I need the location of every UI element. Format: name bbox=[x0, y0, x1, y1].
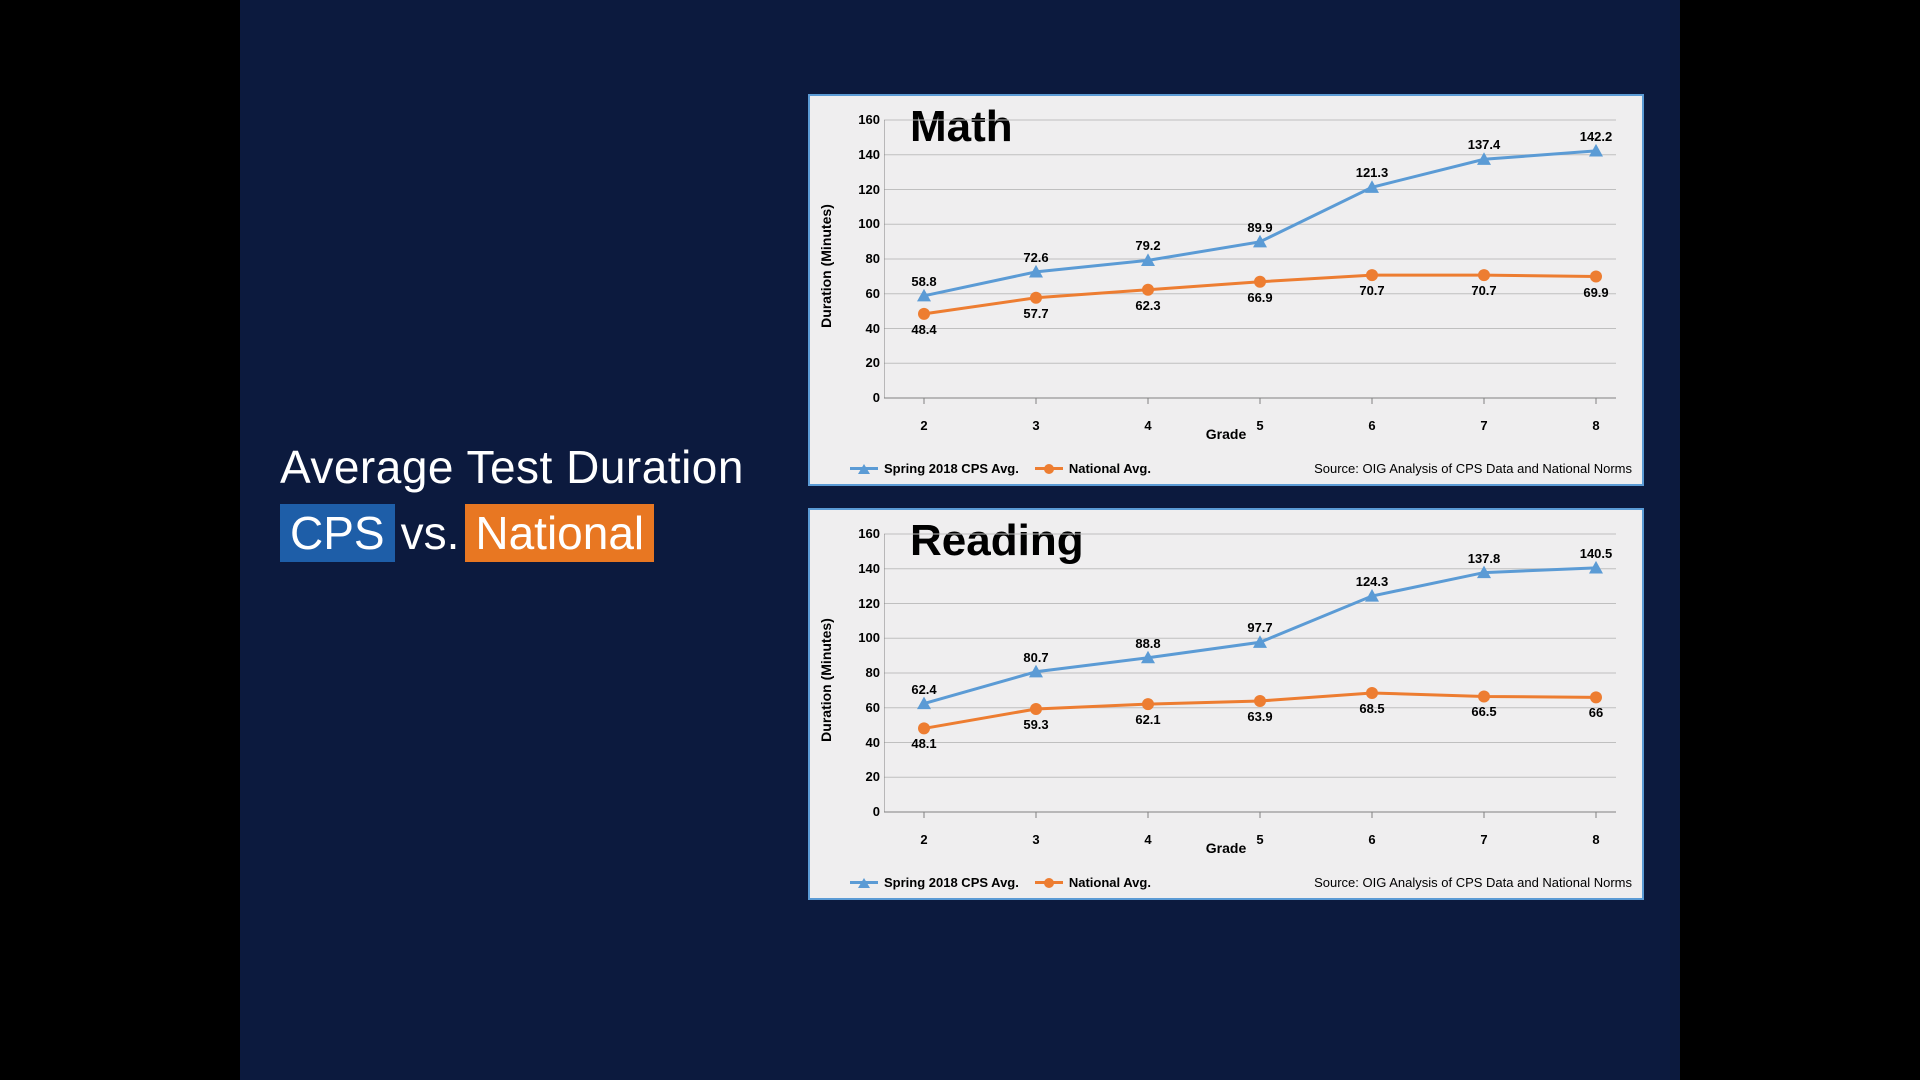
legend-national-reading: National Avg. bbox=[1035, 875, 1151, 890]
y-tick-label: 0 bbox=[840, 390, 880, 405]
chart-panel-reading: Reading Duration (Minutes) Grade Spring … bbox=[808, 508, 1644, 900]
y-tick-label: 140 bbox=[840, 561, 880, 576]
y-tick-label: 140 bbox=[840, 147, 880, 162]
y-tick-label: 100 bbox=[840, 630, 880, 645]
y-tick-label: 160 bbox=[840, 112, 880, 127]
data-label-cps: 79.2 bbox=[1135, 238, 1160, 253]
y-tick-label: 40 bbox=[840, 321, 880, 336]
x-tick-label: 2 bbox=[909, 832, 939, 847]
data-label-cps: 124.3 bbox=[1356, 574, 1389, 589]
data-label-cps: 58.8 bbox=[911, 274, 936, 289]
data-label-national: 57.7 bbox=[1023, 306, 1048, 321]
y-tick-label: 60 bbox=[840, 286, 880, 301]
y-tick-label: 40 bbox=[840, 735, 880, 750]
data-label-national: 70.7 bbox=[1471, 283, 1496, 298]
data-label-national: 48.4 bbox=[911, 322, 936, 337]
data-label-national: 63.9 bbox=[1247, 709, 1272, 724]
data-label-national: 66.5 bbox=[1471, 704, 1496, 719]
legend-row-reading: Spring 2018 CPS Avg. National Avg. Sourc… bbox=[850, 875, 1632, 890]
x-tick-label: 4 bbox=[1133, 418, 1163, 433]
title-line-1: Average Test Duration bbox=[280, 440, 744, 494]
legend-national-label: National Avg. bbox=[1069, 461, 1151, 476]
legend-cps-label: Spring 2018 CPS Avg. bbox=[884, 875, 1019, 890]
data-label-cps: 72.6 bbox=[1023, 250, 1048, 265]
y-axis-label-reading: Duration (Minutes) bbox=[818, 618, 834, 742]
x-tick-label: 8 bbox=[1581, 418, 1611, 433]
y-tick-label: 60 bbox=[840, 700, 880, 715]
data-label-cps: 137.8 bbox=[1468, 551, 1501, 566]
y-tick-label: 120 bbox=[840, 596, 880, 611]
title-line-2: CPSvs.National bbox=[280, 504, 744, 562]
y-tick-label: 0 bbox=[840, 804, 880, 819]
data-label-national: 66.9 bbox=[1247, 290, 1272, 305]
data-label-cps: 142.2 bbox=[1580, 129, 1613, 144]
data-label-national: 48.1 bbox=[911, 736, 936, 751]
data-label-cps: 97.7 bbox=[1247, 620, 1272, 635]
x-tick-label: 8 bbox=[1581, 832, 1611, 847]
plot-area-math bbox=[884, 114, 1626, 414]
data-label-cps: 137.4 bbox=[1468, 137, 1501, 152]
legend-cps-math: Spring 2018 CPS Avg. bbox=[850, 461, 1019, 476]
data-label-cps: 121.3 bbox=[1356, 165, 1389, 180]
x-tick-label: 5 bbox=[1245, 418, 1275, 433]
x-tick-label: 4 bbox=[1133, 832, 1163, 847]
source-text-math: Source: OIG Analysis of CPS Data and Nat… bbox=[1314, 461, 1632, 476]
data-label-national: 59.3 bbox=[1023, 717, 1048, 732]
legend-row-math: Spring 2018 CPS Avg. National Avg. Sourc… bbox=[850, 461, 1632, 476]
chart-panel-math: Math Duration (Minutes) Grade Spring 201… bbox=[808, 94, 1644, 486]
legend-national-swatch bbox=[1035, 881, 1063, 884]
data-label-cps: 80.7 bbox=[1023, 650, 1048, 665]
x-tick-label: 7 bbox=[1469, 832, 1499, 847]
x-tick-label: 3 bbox=[1021, 418, 1051, 433]
national-tag: National bbox=[465, 504, 654, 562]
data-label-national: 62.3 bbox=[1135, 298, 1160, 313]
x-tick-label: 7 bbox=[1469, 418, 1499, 433]
slide-title: Average Test Duration CPSvs.National bbox=[280, 440, 744, 562]
legend-national-math: National Avg. bbox=[1035, 461, 1151, 476]
plot-area-reading bbox=[884, 528, 1626, 828]
vs-text: vs. bbox=[401, 507, 460, 559]
x-tick-label: 6 bbox=[1357, 832, 1387, 847]
data-label-national: 69.9 bbox=[1583, 285, 1608, 300]
cps-tag: CPS bbox=[280, 504, 395, 562]
y-tick-label: 120 bbox=[840, 182, 880, 197]
y-tick-label: 100 bbox=[840, 216, 880, 231]
legend-national-swatch bbox=[1035, 467, 1063, 470]
x-tick-label: 5 bbox=[1245, 832, 1275, 847]
x-tick-label: 2 bbox=[909, 418, 939, 433]
y-tick-label: 80 bbox=[840, 665, 880, 680]
y-tick-label: 20 bbox=[840, 769, 880, 784]
x-tick-label: 6 bbox=[1357, 418, 1387, 433]
data-label-national: 70.7 bbox=[1359, 283, 1384, 298]
slide-stage: Average Test Duration CPSvs.National Mat… bbox=[240, 0, 1680, 1080]
data-label-cps: 62.4 bbox=[911, 682, 936, 697]
data-label-national: 68.5 bbox=[1359, 701, 1384, 716]
legend-cps-reading: Spring 2018 CPS Avg. bbox=[850, 875, 1019, 890]
y-axis-label-math: Duration (Minutes) bbox=[818, 204, 834, 328]
legend-national-label: National Avg. bbox=[1069, 875, 1151, 890]
legend-cps-swatch bbox=[850, 881, 878, 884]
data-label-cps: 88.8 bbox=[1135, 636, 1160, 651]
legend-cps-swatch bbox=[850, 467, 878, 470]
legend-cps-label: Spring 2018 CPS Avg. bbox=[884, 461, 1019, 476]
data-label-cps: 89.9 bbox=[1247, 220, 1272, 235]
data-label-cps: 140.5 bbox=[1580, 546, 1613, 561]
source-text-reading: Source: OIG Analysis of CPS Data and Nat… bbox=[1314, 875, 1632, 890]
y-tick-label: 20 bbox=[840, 355, 880, 370]
x-tick-label: 3 bbox=[1021, 832, 1051, 847]
data-label-national: 62.1 bbox=[1135, 712, 1160, 727]
data-label-national: 66 bbox=[1589, 705, 1603, 720]
y-tick-label: 160 bbox=[840, 526, 880, 541]
y-tick-label: 80 bbox=[840, 251, 880, 266]
